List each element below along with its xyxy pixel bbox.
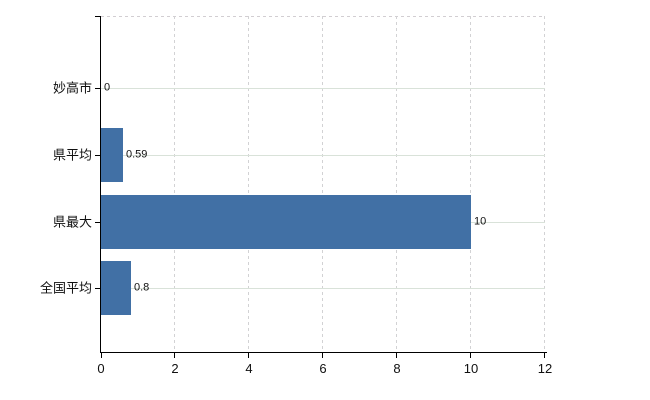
x-axis-tick <box>470 352 471 358</box>
y-axis-tick <box>95 288 101 289</box>
x-axis-tick <box>396 352 397 358</box>
x-tick-label: 6 <box>319 361 327 376</box>
y-axis-tick <box>95 222 101 223</box>
bar-value-label: 0.59 <box>126 148 148 161</box>
x-axis-tick <box>248 352 249 358</box>
plot-area: 0 2 4 6 8 10 12 0 0.59 10 0.8 <box>95 16 552 375</box>
category-label: 全国平均 <box>39 280 92 296</box>
y-axis-tick <box>95 16 101 17</box>
bar-value-label: 0 <box>104 81 111 94</box>
x-axis-line <box>100 352 547 353</box>
plot-top-border <box>101 16 545 17</box>
vertical-gridline <box>544 16 545 352</box>
x-tick-label: 12 <box>537 361 553 376</box>
horizontal-gridline <box>101 155 545 156</box>
category-label: 妙高市 <box>52 80 92 96</box>
bar-value-label: 10 <box>474 215 487 227</box>
x-tick-label: 8 <box>393 361 401 376</box>
y-axis-tick <box>95 88 101 89</box>
vertical-gridline <box>174 16 175 352</box>
x-tick-label: 0 <box>97 361 105 376</box>
horizontal-gridline <box>101 288 545 289</box>
category-label: 県平均 <box>52 147 92 163</box>
y-axis-line <box>100 16 101 353</box>
x-axis-tick <box>322 352 323 358</box>
x-tick-label: 10 <box>463 361 479 376</box>
category-label: 県最大 <box>52 214 92 229</box>
x-tick-label: 4 <box>245 361 253 376</box>
bar <box>101 261 131 315</box>
vertical-gridline <box>322 16 323 352</box>
x-tick-label: 2 <box>171 361 179 376</box>
bar <box>101 128 123 182</box>
x-axis-tick <box>544 352 545 358</box>
bar <box>101 195 471 249</box>
x-axis-tick <box>101 352 102 358</box>
x-axis-tick <box>174 352 175 358</box>
vertical-gridline <box>396 16 397 352</box>
y-axis-tick <box>95 155 101 156</box>
horizontal-gridline <box>101 88 545 89</box>
bar-value-label: 0.8 <box>134 281 150 294</box>
vertical-gridline <box>470 16 471 352</box>
vertical-gridline <box>248 16 249 352</box>
